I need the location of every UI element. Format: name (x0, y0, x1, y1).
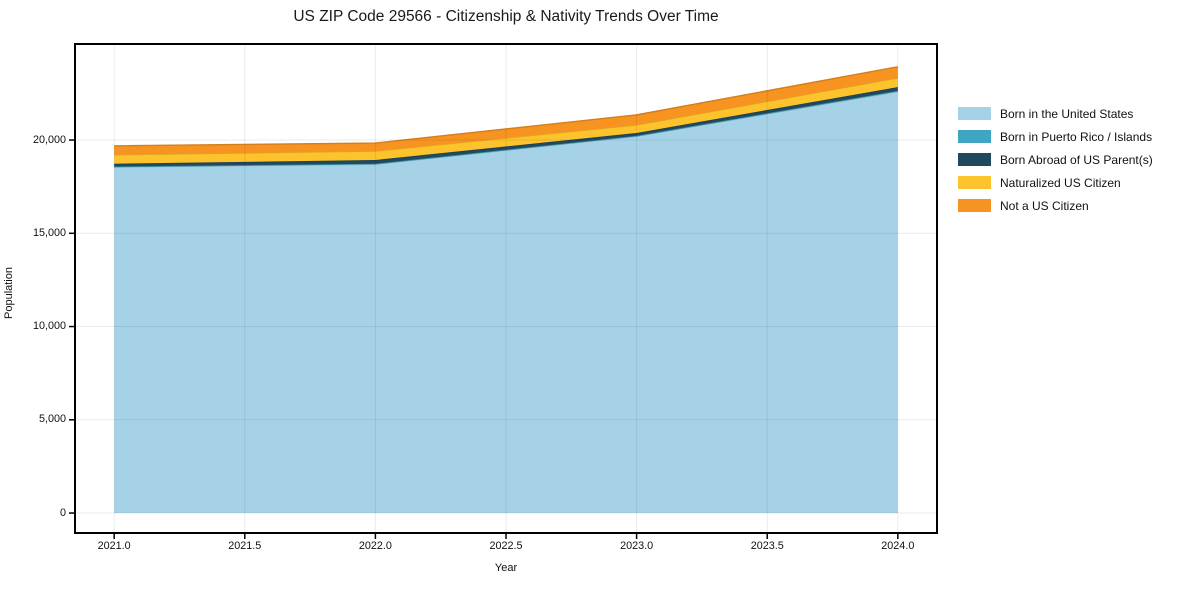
x-tick-label: 2023.0 (620, 540, 654, 552)
legend-item: Born Abroad of US Parent(s) (958, 148, 1153, 171)
x-tick-label: 2024.0 (881, 540, 915, 552)
legend-swatch-icon (958, 130, 991, 143)
legend-swatch-icon (958, 199, 991, 212)
x-tick-label: 2023.5 (750, 540, 784, 552)
legend-item: Born in Puerto Rico / Islands (958, 125, 1153, 148)
legend-label: Naturalized US Citizen (1000, 175, 1121, 190)
x-tick-label: 2021.0 (97, 540, 131, 552)
legend-item: Naturalized US Citizen (958, 171, 1153, 194)
chart-title: US ZIP Code 29566 - Citizenship & Nativi… (293, 8, 719, 25)
area-layer-4 (114, 66, 898, 155)
area-layer-3 (114, 77, 898, 164)
legend-label: Not a US Citizen (1000, 198, 1089, 213)
legend-swatch-icon (958, 176, 991, 189)
y-tick-label: 5,000 (38, 413, 66, 426)
y-tick-label: 15,000 (32, 226, 66, 239)
y-tick-label: 20,000 (32, 133, 66, 146)
legend-swatch-icon (958, 153, 991, 166)
area-layer-0 (114, 91, 898, 514)
legend-item: Not a US Citizen (958, 194, 1153, 217)
legend-label: Born in Puerto Rico / Islands (1000, 129, 1153, 144)
y-tick-label: 0 (59, 506, 66, 519)
x-tick-label: 2022.5 (489, 540, 523, 552)
y-tick-label: 10,000 (32, 320, 66, 333)
legend-item: Born in the United States (958, 102, 1153, 125)
legend-label: Born Abroad of US Parent(s) (1000, 152, 1153, 167)
x-tick-label: 2021.5 (228, 540, 262, 552)
legend: Born in the United States Born in Puerto … (958, 102, 1153, 217)
x-axis-label: Year (494, 562, 518, 574)
area-edge-4 (114, 66, 898, 147)
x-tick-label: 2022.0 (358, 540, 392, 552)
legend-label: Born in the United States (1000, 106, 1134, 121)
legend-swatch-icon (958, 107, 991, 120)
